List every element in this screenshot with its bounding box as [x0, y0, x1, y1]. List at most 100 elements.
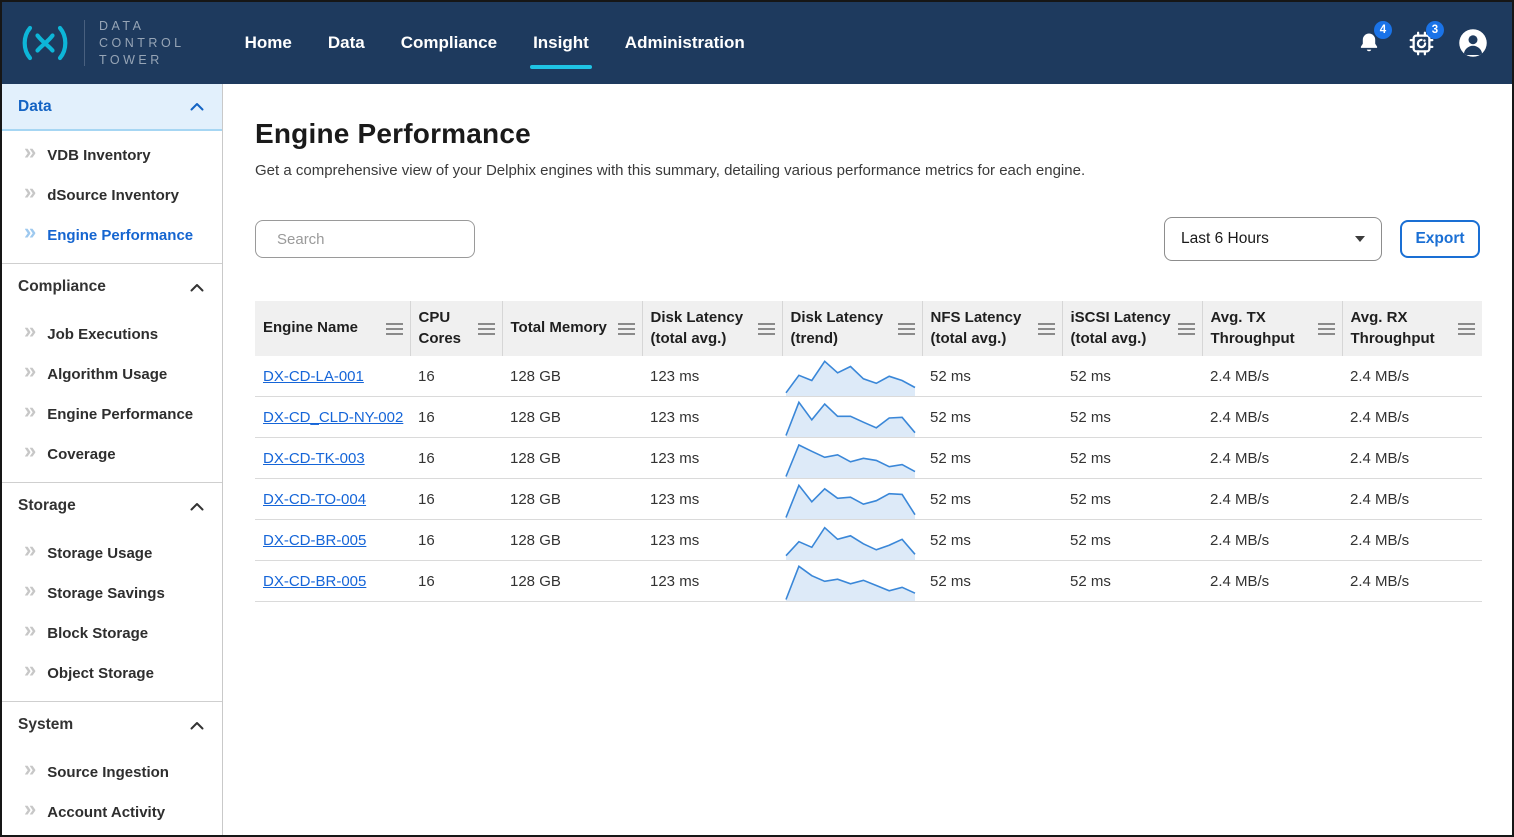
column-menu-icon[interactable]: [757, 327, 775, 330]
time-range-value: Last 6 Hours: [1181, 230, 1269, 247]
table-row: DX-CD_CLD-NY-002 16 128 GB 123 ms 52 ms …: [255, 396, 1482, 438]
sidebar-item-vdb-inventory[interactable]: VDB Inventory: [2, 135, 222, 175]
avg-rx-cell: 2.4 MB/s: [1342, 560, 1482, 602]
column-header-cpu-cores[interactable]: CPU Cores: [410, 301, 503, 356]
sidebar-item-engine-performance-compliance[interactable]: Engine Performance: [2, 394, 222, 434]
disk-latency-sparkline: [782, 396, 922, 438]
notifications-bell-button[interactable]: 4: [1354, 21, 1392, 58]
engine-name-link[interactable]: DX-CD-TO-004: [263, 490, 367, 508]
sidebar-section-header-data[interactable]: Data: [2, 84, 222, 131]
sidebar-item-coverage[interactable]: Coverage: [2, 434, 222, 474]
sidebar-section-system: System Source Ingestion Account Activity: [2, 701, 222, 835]
column-menu-icon[interactable]: [617, 327, 635, 330]
iscsi-latency-cell: 52 ms: [1062, 437, 1202, 479]
chevron-up-icon: [190, 721, 204, 729]
nav-item-data[interactable]: Data: [327, 33, 365, 52]
nav-item-home[interactable]: Home: [244, 33, 292, 52]
disk-latency-cell: 123 ms: [642, 356, 782, 397]
column-menu-icon[interactable]: [385, 327, 403, 330]
total-memory-cell: 128 GB: [502, 437, 642, 479]
sidebar-item-source-ingestion[interactable]: Source Ingestion: [2, 752, 222, 792]
chevron-up-icon: [190, 103, 204, 111]
section-label: System: [18, 716, 74, 733]
double-chevron-icon: [24, 672, 36, 675]
double-chevron-icon: [24, 632, 36, 635]
cpu-cores-cell: 16: [410, 519, 502, 561]
section-label: Compliance: [18, 278, 106, 295]
table-controls: Last 6 Hours Export: [255, 217, 1480, 261]
nav-item-administration[interactable]: Administration: [624, 33, 745, 52]
sidebar-item-object-storage[interactable]: Object Storage: [2, 653, 222, 693]
engine-name-link[interactable]: DX-CD-LA-001: [263, 367, 364, 385]
total-memory-cell: 128 GB: [502, 519, 642, 561]
sidebar-item-storage-savings[interactable]: Storage Savings: [2, 573, 222, 613]
time-range-select[interactable]: Last 6 Hours: [1164, 217, 1382, 261]
column-header-avg-tx[interactable]: Avg. TX Throughput: [1202, 301, 1343, 356]
iscsi-latency-cell: 52 ms: [1062, 560, 1202, 602]
cpu-cores-cell: 16: [410, 560, 502, 602]
double-chevron-icon: [24, 333, 36, 336]
sidebar-item-storage-usage[interactable]: Storage Usage: [2, 533, 222, 573]
sidebar-item-engine-performance[interactable]: Engine Performance: [2, 215, 222, 255]
brand-wordmark: DATA CONTROL TOWER: [99, 18, 185, 69]
column-header-iscsi-latency[interactable]: iSCSI Latency (total avg.): [1062, 301, 1203, 356]
column-menu-icon[interactable]: [1317, 327, 1335, 330]
sidebar-item-account-activity[interactable]: Account Activity: [2, 792, 222, 832]
cpu-cores-cell: 16: [410, 437, 502, 479]
double-chevron-icon: [24, 194, 36, 197]
sidebar-section-header-storage[interactable]: Storage: [2, 482, 222, 529]
column-header-nfs-latency[interactable]: NFS Latency (total avg.): [922, 301, 1063, 356]
nav-item-compliance[interactable]: Compliance: [400, 33, 498, 52]
column-header-total-memory[interactable]: Total Memory: [502, 301, 643, 356]
sidebar-item-algorithm-usage[interactable]: Algorithm Usage: [2, 354, 222, 394]
nav-item-insight[interactable]: Insight: [530, 29, 592, 69]
page-title: Engine Performance: [255, 118, 531, 149]
avg-tx-cell: 2.4 MB/s: [1202, 396, 1342, 438]
engine-name-link[interactable]: DX-CD-TK-003: [263, 449, 365, 467]
engine-name-link[interactable]: DX-CD-BR-005: [263, 572, 367, 590]
column-menu-icon[interactable]: [477, 327, 495, 330]
table-header-row: Engine Name CPU Cores Total Memory Disk …: [255, 301, 1482, 356]
column-menu-icon[interactable]: [1037, 327, 1055, 330]
disk-latency-cell: 123 ms: [642, 519, 782, 561]
double-chevron-icon: [24, 771, 36, 774]
table-row: DX-CD-LA-001 16 128 GB 123 ms 52 ms 52 m…: [255, 356, 1482, 397]
brand-line: DATA: [99, 18, 145, 33]
disk-latency-cell: 123 ms: [642, 396, 782, 438]
search-box: [255, 220, 476, 258]
avg-tx-cell: 2.4 MB/s: [1202, 478, 1342, 520]
engine-name-link[interactable]: DX-CD_CLD-NY-002: [263, 408, 404, 426]
sidebar-item-dsource-inventory[interactable]: dSource Inventory: [2, 175, 222, 215]
avg-rx-cell: 2.4 MB/s: [1342, 356, 1482, 397]
jobs-chip-button[interactable]: 3: [1406, 21, 1444, 58]
column-header-disk-latency-trend[interactable]: Disk Latency (trend): [782, 301, 923, 356]
user-avatar-button[interactable]: [1458, 28, 1488, 58]
table-row: DX-CD-TK-003 16 128 GB 123 ms 52 ms 52 m…: [255, 437, 1482, 479]
engine-performance-table: Engine Name CPU Cores Total Memory Disk …: [255, 301, 1482, 602]
search-input[interactable]: [277, 230, 476, 248]
sidebar-section-header-system[interactable]: System: [2, 701, 222, 748]
sidebar-item-block-storage[interactable]: Block Storage: [2, 613, 222, 653]
column-menu-icon[interactable]: [897, 327, 915, 330]
column-menu-icon[interactable]: [1458, 327, 1475, 330]
column-header-engine-name[interactable]: Engine Name: [255, 301, 411, 356]
nfs-latency-cell: 52 ms: [922, 478, 1062, 520]
disk-latency-cell: 123 ms: [642, 478, 782, 520]
export-button[interactable]: Export: [1400, 220, 1480, 258]
disk-latency-sparkline: [782, 356, 922, 397]
disk-latency-sparkline: [782, 560, 922, 602]
column-menu-icon[interactable]: [1177, 327, 1195, 330]
sidebar-item-job-executions[interactable]: Job Executions: [2, 314, 222, 354]
column-header-avg-rx[interactable]: Avg. RX Throughput: [1342, 301, 1482, 356]
nfs-latency-cell: 52 ms: [922, 519, 1062, 561]
nfs-latency-cell: 52 ms: [922, 356, 1062, 397]
column-header-disk-latency-avg[interactable]: Disk Latency (total avg.): [642, 301, 783, 356]
main-nav: Home Data Compliance Insight Administrat…: [244, 29, 745, 69]
brand-divider: [84, 20, 85, 66]
avg-tx-cell: 2.4 MB/s: [1202, 519, 1342, 561]
nfs-latency-cell: 52 ms: [922, 437, 1062, 479]
double-chevron-icon: [24, 811, 36, 814]
engine-name-link[interactable]: DX-CD-BR-005: [263, 531, 367, 549]
sidebar-section-header-compliance[interactable]: Compliance: [2, 263, 222, 310]
